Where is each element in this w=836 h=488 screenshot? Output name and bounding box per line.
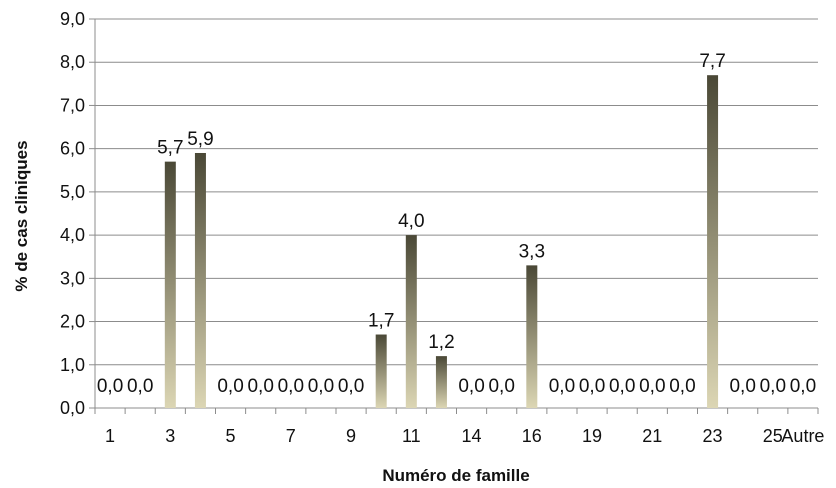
gridlines [95, 18, 818, 366]
data-label: 3,3 [519, 241, 545, 262]
bars [164, 75, 719, 408]
bar [435, 356, 447, 408]
data-label: 1,7 [368, 311, 394, 332]
x-tick-label: 14 [462, 426, 482, 446]
y-tick-label: 2,0 [60, 312, 85, 332]
data-label: 4,0 [398, 211, 424, 232]
data-label: 0,0 [458, 376, 484, 397]
x-tick-label: 1 [105, 426, 115, 446]
x-tick-label: 7 [286, 426, 296, 446]
y-tick-labels: 0,0 1,0 2,0 3,0 4,0 5,0 6,0 7,0 8,0 9,0 [60, 9, 85, 418]
x-tick-label: Autre [781, 426, 824, 446]
y-tick-label: 6,0 [60, 139, 85, 159]
data-label: 0,0 [579, 376, 605, 397]
y-tick-label: 0,0 [60, 398, 85, 418]
x-tick-label: 21 [642, 426, 662, 446]
data-label: 0,0 [609, 376, 635, 397]
x-tick-label: 3 [165, 426, 175, 446]
data-label: 5,9 [187, 129, 213, 150]
data-label: 0,0 [338, 376, 364, 397]
bar [707, 75, 719, 408]
data-label: 0,0 [127, 376, 153, 397]
y-tick-label: 5,0 [60, 182, 85, 202]
y-tick-label: 8,0 [60, 52, 85, 72]
bar [194, 152, 206, 408]
data-label: 0,0 [760, 376, 786, 397]
x-tick-label: 16 [522, 426, 542, 446]
bar [526, 265, 538, 408]
x-tick-label: 5 [226, 426, 236, 446]
data-label: 5,7 [157, 138, 183, 159]
data-label: 0,0 [790, 376, 816, 397]
data-labels: 0,0 0,05,7 5,90,0 0,0 0,0 0,0 0,01,74,01,20,0 0… [97, 51, 816, 397]
data-label: 0,0 [97, 376, 123, 397]
x-tick-label: 9 [346, 426, 356, 446]
y-tick-label: 1,0 [60, 355, 85, 375]
data-label: 7,7 [699, 51, 725, 72]
x-tick-label: 19 [582, 426, 602, 446]
data-label: 0,0 [488, 376, 514, 397]
axes [89, 18, 819, 414]
x-tick-label: 11 [402, 426, 421, 446]
data-label: 0,0 [308, 376, 334, 397]
y-tick-label: 4,0 [60, 225, 85, 245]
bar [405, 235, 417, 408]
data-label: 0,0 [729, 376, 755, 397]
x-tick-label: 25 [763, 426, 783, 446]
data-label: 0,0 [549, 376, 575, 397]
y-tick-label: 9,0 [60, 9, 85, 29]
y-tick-label: 3,0 [60, 268, 85, 288]
y-tick-label: 7,0 [60, 95, 85, 115]
y-axis-title: % de cas cliniques [12, 140, 31, 291]
x-axis-title: Numéro de famille [382, 466, 529, 485]
data-label: 0,0 [669, 376, 695, 397]
x-tick-label: 23 [703, 426, 723, 446]
data-label: 0,0 [639, 376, 665, 397]
data-label: 1,2 [428, 332, 454, 353]
data-label: 0,0 [278, 376, 304, 397]
data-label: 0,0 [247, 376, 273, 397]
bar [375, 334, 387, 408]
bar [164, 161, 176, 408]
data-label: 0,0 [217, 376, 243, 397]
